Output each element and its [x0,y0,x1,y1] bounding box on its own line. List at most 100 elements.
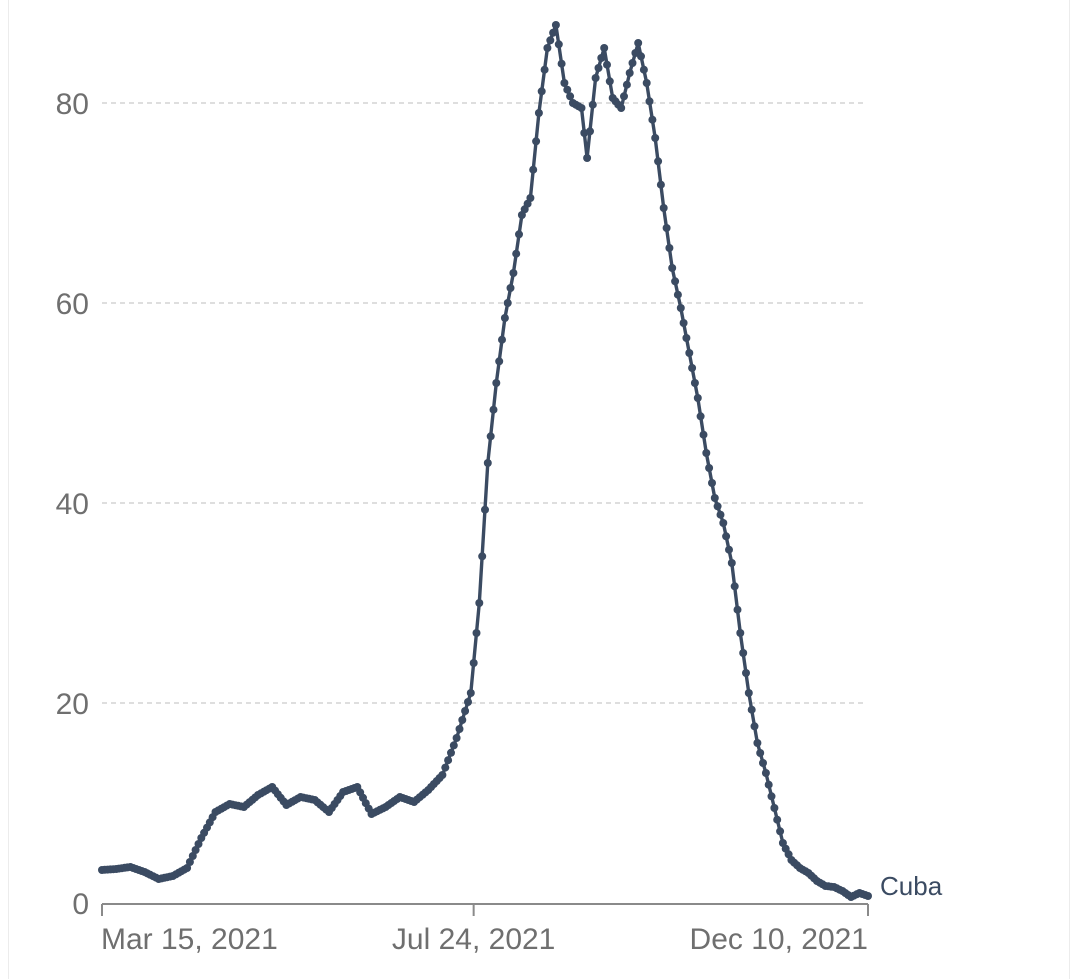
data-point [744,689,753,697]
data-point [472,629,481,637]
data-point [603,60,611,69]
data-point [600,44,609,52]
data-point [444,756,453,765]
data-point [688,364,697,372]
data-point [719,519,728,527]
y-tick-label-40: 40 [56,488,89,521]
line-chart: 0 20 40 60 80 Mar 15, 2021 Jul 24, 2021 Dec 10,… [56,21,943,956]
data-point [583,154,592,162]
data-point [591,74,600,82]
data-point [716,510,725,519]
data-point [185,858,194,866]
data-point [529,165,538,174]
series-label: Cuba [880,871,943,901]
data-point [194,840,203,848]
data-point [651,134,660,142]
data-point [685,349,694,357]
data-point [673,290,682,299]
data-point [642,79,651,87]
data-point [693,394,702,402]
data-point [537,87,546,96]
data-point [438,771,447,779]
data-point [489,405,498,414]
data-point [656,180,665,189]
data-point [756,749,765,757]
data-point [557,59,566,68]
data-point [546,36,555,45]
data-point [563,85,572,94]
data-point [441,763,450,772]
x-tick-label: Mar 15, 2021 [101,923,278,956]
data-point [773,815,782,824]
data-point [659,204,668,212]
data-point [549,28,558,37]
data-point [617,104,626,112]
data-point [625,69,634,77]
data-point [645,97,654,106]
data-point [696,412,705,421]
data-point [464,698,472,706]
data-point [509,269,518,277]
data-point [486,432,495,441]
data-point [753,739,762,747]
data-point [668,264,677,272]
data-point [776,827,785,836]
data-point [733,605,742,614]
data-point [526,194,535,202]
data-point [597,54,606,62]
data-point [466,689,475,697]
data-point [682,334,691,342]
data-point [532,137,541,146]
data-point [512,249,521,258]
data-point [498,335,506,344]
data-point [739,649,748,657]
y-tick-label-20: 20 [56,688,89,721]
data-point [620,92,628,101]
data-point [495,357,504,366]
data-point [727,559,736,567]
data-point [515,230,523,239]
data-point [586,127,594,136]
data-point [767,792,776,801]
series-cuba: Cuba [98,21,943,901]
data-point [708,479,716,487]
y-tick-label-0: 0 [72,888,89,921]
data-point [577,104,586,112]
data-point [665,244,674,252]
data-point [761,769,770,777]
data-point [461,707,470,715]
data-point [671,277,680,286]
y-tick-label-60: 60 [56,288,89,321]
data-point [710,494,719,502]
data-point [736,629,745,637]
data-point [639,65,648,74]
data-point [540,65,549,74]
data-point [742,669,750,677]
data-point [648,115,657,124]
data-point [770,804,779,812]
data-point [725,545,733,554]
data-point [705,464,714,472]
data-point [191,846,200,854]
data-point [469,659,478,667]
data-point [447,748,455,757]
data-point [699,430,708,439]
x-tick-label: Dec 10, 2021 [690,923,868,956]
x-tick-label: Jul 24, 2021 [392,923,555,956]
data-point [722,532,731,541]
tick-labels: 0 20 40 60 80 Mar 15, 2021 Jul 24, 2021 Dec 10,… [56,88,868,956]
data-point [188,852,197,860]
data-point [634,39,643,47]
data-point [588,100,597,109]
data-point [492,379,501,387]
gridlines [102,102,867,704]
data-point [478,552,487,561]
data-point [455,725,464,733]
data-point [449,741,458,750]
data-point [560,79,569,87]
data-point [551,21,560,29]
data-point [864,892,872,900]
data-point [676,304,685,312]
data-point [554,40,563,49]
data-point [730,582,739,591]
